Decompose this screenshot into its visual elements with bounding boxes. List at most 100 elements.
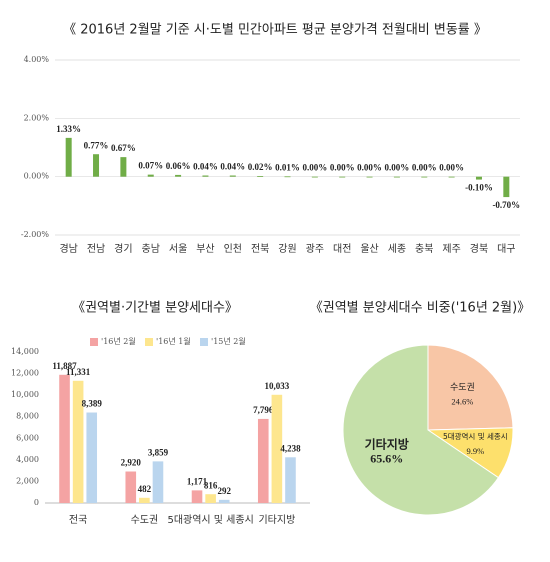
data-label: -0.70% <box>492 200 520 210</box>
y-tick-label: 2.00% <box>24 113 50 122</box>
x-tick-label: 경기 <box>114 242 132 255</box>
data-label: 0.00% <box>412 163 437 173</box>
bar <box>218 499 230 503</box>
slice-value: 24.6% <box>451 397 473 407</box>
x-tick-label: 대구 <box>497 243 515 255</box>
bar <box>339 176 346 178</box>
data-label: 0.02% <box>248 162 273 172</box>
x-tick-label: 전북 <box>251 243 269 255</box>
y-tick-label: 10,000 <box>11 390 39 399</box>
x-tick-label: 기타지방 <box>258 514 295 526</box>
data-label: 0.00% <box>330 163 355 173</box>
data-label: 1,171 <box>187 476 208 486</box>
slice-value: 9.9% <box>466 446 484 456</box>
y-tick-label: 12,000 <box>11 369 39 378</box>
x-tick-label: 인천 <box>224 243 242 255</box>
bar <box>311 176 318 178</box>
x-tick-label: 제주 <box>442 243 460 255</box>
bar <box>202 175 209 177</box>
y-tick-label: -2.00% <box>21 230 50 239</box>
x-tick-label: 강원 <box>278 243 296 255</box>
slice-value: 65.6% <box>370 452 403 466</box>
y-tick-label: 4,000 <box>16 455 39 464</box>
legend-label: '16년 1월 <box>156 336 191 346</box>
bar <box>139 497 150 503</box>
slice-label: 5대광역시 및 세종시 <box>443 431 508 441</box>
data-label: 0.04% <box>220 162 245 172</box>
data-label: 816 <box>204 480 218 490</box>
bar <box>86 412 98 503</box>
chart-title: 《권역별·기간별 분양세대수》 <box>72 301 238 316</box>
bar <box>65 137 72 177</box>
data-label: 8,389 <box>82 399 103 409</box>
bar <box>257 176 264 177</box>
x-tick-label: 수도권 <box>131 514 159 526</box>
x-tick-label: 전남 <box>87 243 105 255</box>
bar <box>421 176 428 178</box>
data-label: 2,920 <box>121 458 142 468</box>
data-label: 292 <box>217 486 231 496</box>
bar <box>257 418 269 503</box>
x-tick-label: 충남 <box>142 243 160 255</box>
bar <box>271 394 283 503</box>
pie-slice <box>342 344 500 516</box>
data-label: 482 <box>138 484 152 494</box>
bar <box>72 380 84 503</box>
x-tick-label: 울산 <box>360 243 378 255</box>
bar <box>229 175 236 177</box>
legend-swatch <box>200 338 208 346</box>
x-tick-label: 경북 <box>470 242 488 255</box>
y-tick-label: 4.00% <box>24 55 50 64</box>
bar <box>285 457 296 503</box>
data-label: 0.77% <box>84 140 109 150</box>
x-tick-label: 부산 <box>196 243 214 255</box>
data-label: -0.10% <box>465 183 493 193</box>
bar <box>125 471 137 503</box>
data-label: 0.00% <box>302 163 327 173</box>
data-label: 4,238 <box>280 443 301 453</box>
bar <box>152 461 164 503</box>
y-tick-label: 0.00% <box>24 172 50 181</box>
data-label: 0.00% <box>385 163 410 173</box>
bar <box>366 176 373 178</box>
data-label: 0.04% <box>193 162 218 172</box>
bar <box>147 174 154 177</box>
legend-label: '15년 2월 <box>211 336 246 346</box>
x-tick-label: 전국 <box>69 514 87 526</box>
data-label: 10,033 <box>265 381 290 391</box>
x-tick-label: 대전 <box>333 243 351 255</box>
pie-slice <box>427 344 514 431</box>
x-tick-label: 서울 <box>169 243 187 255</box>
y-tick-label: 2,000 <box>16 476 39 485</box>
bar <box>284 176 291 178</box>
y-tick-label: 8,000 <box>16 412 39 421</box>
bar <box>175 174 182 177</box>
data-label: 0.07% <box>138 161 163 171</box>
bar <box>120 157 127 177</box>
bar <box>393 176 400 178</box>
data-label: 11,887 <box>52 361 77 371</box>
y-tick-label: 0 <box>34 498 39 507</box>
y-tick-label: 14,000 <box>11 347 39 356</box>
data-label: 11,331 <box>66 367 91 377</box>
legend-swatch <box>145 338 153 346</box>
y-tick-label: 6,000 <box>16 433 39 442</box>
bar <box>475 176 482 180</box>
data-label: 3,859 <box>148 447 169 457</box>
data-label: 0.00% <box>357 163 382 173</box>
x-tick-label: 경남 <box>59 242 77 255</box>
legend-swatch <box>90 338 98 346</box>
chart-title: 《 2016년 2월말 기준 시·도별 민간아파트 평균 분양가격 전월대비 변… <box>63 23 487 38</box>
bar <box>59 374 70 503</box>
data-label: 7,796 <box>253 405 274 415</box>
bar <box>191 490 203 503</box>
data-label: 0.06% <box>166 161 191 171</box>
legend-label: '16년 2월 <box>101 336 136 346</box>
data-label: 0.67% <box>111 143 136 153</box>
data-label: 0.01% <box>275 162 300 172</box>
data-label: 1.33% <box>56 124 81 134</box>
chart-title: 《권역별 분양세대수 비중('16년 2월)》 <box>310 301 530 316</box>
bar <box>448 176 455 178</box>
slice-label: 기타지방 <box>365 436 409 451</box>
